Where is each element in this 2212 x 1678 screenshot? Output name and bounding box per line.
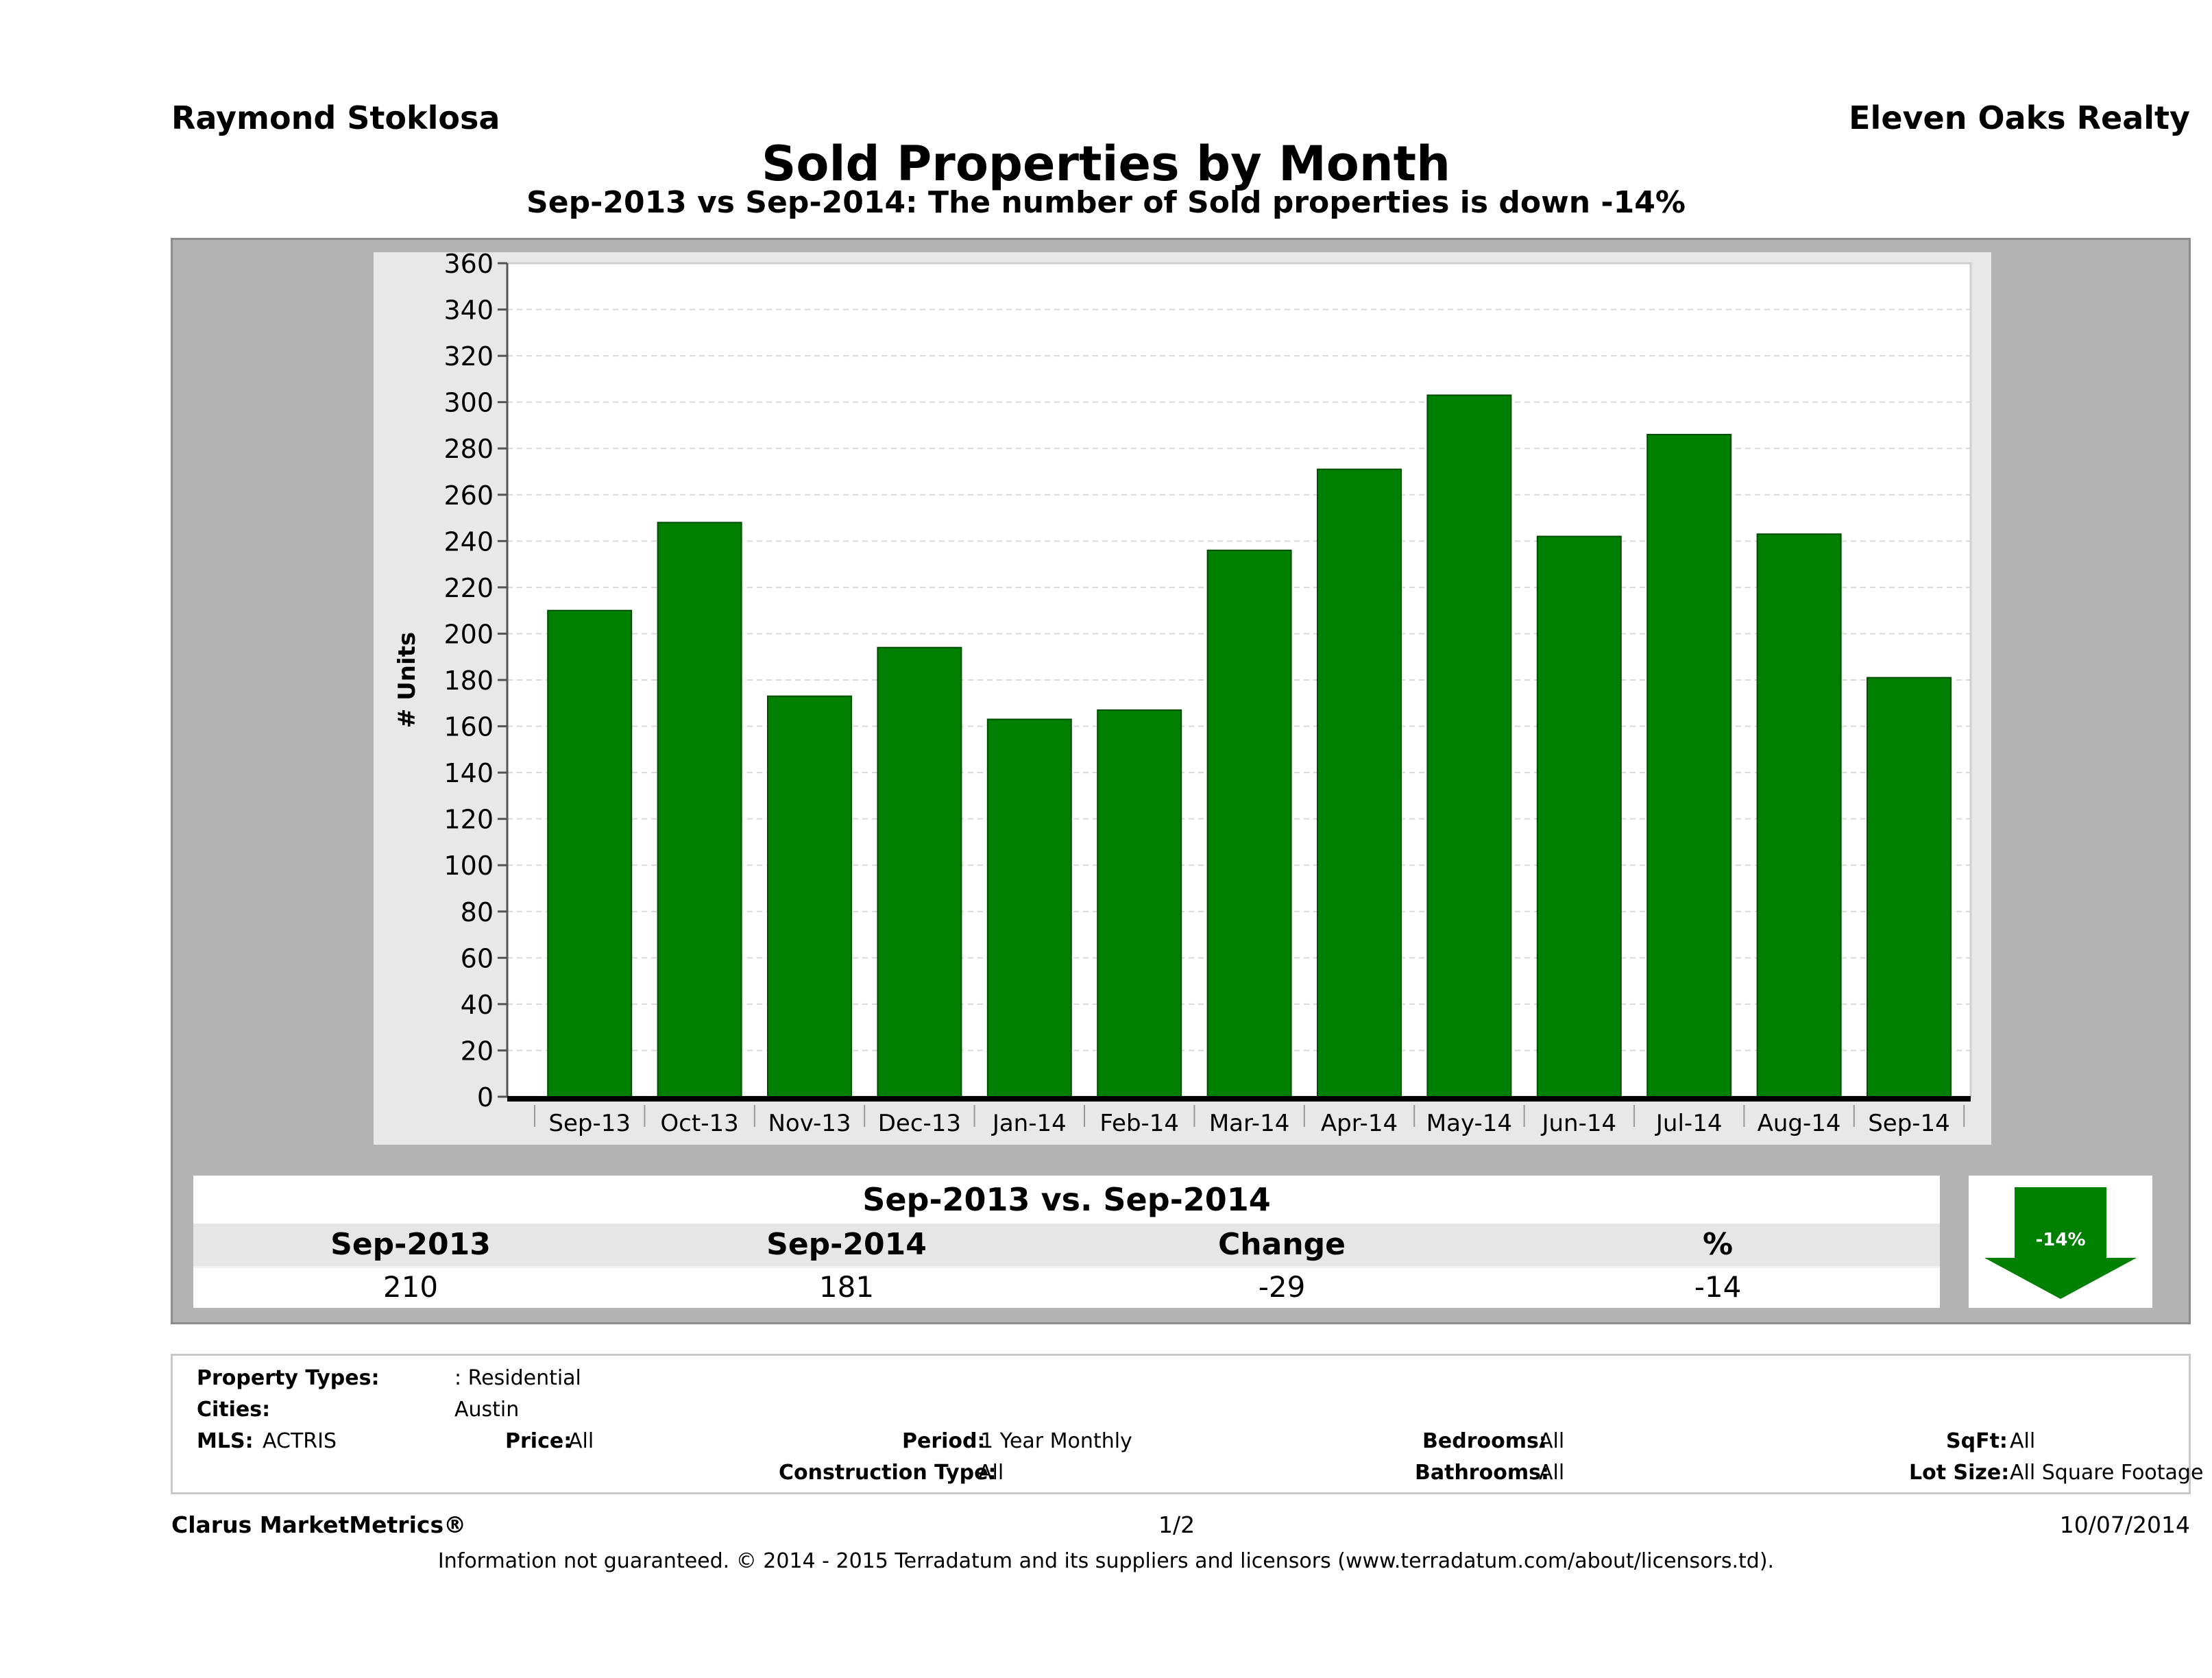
page-number: 1/2 — [1158, 1511, 1195, 1538]
bars — [547, 394, 1952, 1098]
lot-size-value: All Square Footage — [2010, 1461, 2204, 1485]
badge-percent: -14% — [2035, 1230, 2085, 1250]
comparison-value-sep2013: 210 — [382, 1270, 439, 1304]
mls-value: ACTRIS — [263, 1429, 337, 1453]
bar-nov-13 — [767, 695, 852, 1097]
bar-sep-14 — [1867, 677, 1952, 1097]
comparison-label-percent: % — [1702, 1227, 1734, 1262]
x-tick-label: Nov-13 — [768, 1110, 851, 1137]
cities-value: Austin — [454, 1398, 520, 1422]
mls-label: MLS: — [197, 1429, 254, 1453]
construction-type-label: Construction Type: — [779, 1461, 997, 1485]
comparison-value-percent: -14 — [1694, 1270, 1742, 1304]
property-types-value: : Residential — [454, 1366, 581, 1390]
y-tick-label: 40 — [461, 990, 494, 1020]
y-tick-label: 340 — [443, 295, 494, 326]
bar-jun-14 — [1536, 535, 1622, 1098]
bar-jul-14 — [1646, 433, 1732, 1097]
cities-label: Cities: — [197, 1398, 271, 1422]
bathrooms-label: Bathrooms: — [1415, 1461, 1549, 1485]
comparison-value-change: -29 — [1258, 1270, 1306, 1304]
comparison-label-change: Change — [1218, 1227, 1346, 1262]
y-tick-label: 80 — [461, 897, 494, 927]
bar-mar-14 — [1206, 549, 1292, 1098]
x-tick-label: Jul-14 — [1655, 1110, 1723, 1137]
bedrooms-value: All — [1539, 1429, 1565, 1453]
comparison-title: Sep-2013 vs. Sep-2014 — [193, 1176, 1940, 1224]
sqft-value: All — [2010, 1429, 2036, 1453]
y-axis-label: # Units — [393, 632, 421, 728]
broker-name: Eleven Oaks Realty — [1849, 99, 2190, 136]
bar-oct-13 — [657, 522, 742, 1097]
y-tick-label: 160 — [443, 712, 494, 742]
x-tick-label: Jan-14 — [991, 1110, 1067, 1137]
x-tick-label: Sep-13 — [548, 1110, 631, 1137]
comparison-label-row — [193, 1224, 1940, 1266]
x-tick-label: Apr-14 — [1321, 1110, 1398, 1137]
bar-may-14 — [1426, 394, 1512, 1098]
bar-aug-14 — [1756, 533, 1842, 1097]
axes: 0 20 40 60 80 100 120 140 160 180 200 220 240 260 280 3… — [443, 252, 1971, 1137]
construction-type-value: All — [978, 1461, 1004, 1485]
x-tick-label: Feb-14 — [1099, 1110, 1179, 1137]
comparison-label-sep2014: Sep-2014 — [766, 1227, 927, 1262]
filter-box — [171, 1354, 2191, 1494]
lot-size-label: Lot Size: — [1909, 1461, 2010, 1485]
x-tick-label: Oct-13 — [660, 1110, 738, 1137]
down-arrow-icon: -14% — [1984, 1187, 2137, 1299]
y-tick-label: 20 — [461, 1036, 494, 1066]
x-tick-label: Dec-13 — [878, 1110, 961, 1137]
y-tick-label: 140 — [443, 758, 494, 788]
period-label: Period: — [902, 1429, 986, 1453]
y-tick-label: 200 — [443, 619, 494, 649]
x-tick-label: May-14 — [1426, 1110, 1512, 1137]
bar-sep-13 — [547, 609, 633, 1097]
x-tick-label: Mar-14 — [1209, 1110, 1290, 1137]
y-tick-label: 0 — [477, 1082, 494, 1112]
y-tick-label: 300 — [443, 388, 494, 418]
report-date: 10/07/2014 — [2059, 1511, 2190, 1538]
y-tick-label: 240 — [443, 526, 494, 557]
y-tick-label: 320 — [443, 341, 494, 372]
y-tick-label: 220 — [443, 573, 494, 603]
y-tick-label: 280 — [443, 434, 494, 464]
footer-brand: Clarus MarketMetrics® — [171, 1511, 467, 1538]
x-tick-label: Aug-14 — [1758, 1110, 1841, 1137]
bar-chart: 0 20 40 60 80 100 120 140 160 180 200 220 240 260 280 3… — [393, 252, 1972, 1137]
bar-jan-14 — [986, 718, 1072, 1097]
bathrooms-value: All — [1539, 1461, 1565, 1485]
y-tick-label: 60 — [461, 943, 494, 973]
period-value: 1 Year Monthly — [980, 1429, 1132, 1453]
y-tick-label: 360 — [443, 252, 494, 279]
bar-dec-13 — [877, 646, 962, 1097]
comparison-value-sep2014: 181 — [818, 1270, 875, 1304]
property-types-label: Property Types: — [197, 1366, 380, 1390]
agent-name: Raymond Stoklosa — [171, 99, 500, 136]
x-tick-label: Sep-14 — [1868, 1110, 1950, 1137]
bedrooms-label: Bedrooms: — [1422, 1429, 1547, 1453]
x-tick-label: Jun-14 — [1540, 1110, 1616, 1137]
y-tick-label: 180 — [443, 666, 494, 696]
price-label: Price: — [505, 1429, 572, 1453]
bar-feb-14 — [1097, 709, 1182, 1097]
change-badge: -14% — [1969, 1176, 2152, 1308]
sqft-label: SqFt: — [1946, 1429, 2008, 1453]
price-value: All — [568, 1429, 594, 1453]
chart-title: Sold Properties by Month — [762, 136, 1450, 192]
y-tick-label: 120 — [443, 805, 494, 835]
disclaimer: Information not guaranteed. © 2014 - 201… — [437, 1549, 1775, 1573]
y-tick-label: 260 — [443, 481, 494, 511]
chart-subtitle: Sep-2013 vs Sep-2014: The number of Sold… — [526, 185, 1686, 220]
y-tick-label: 100 — [443, 851, 494, 881]
comparison-label-sep2013: Sep-2013 — [330, 1227, 491, 1262]
comparison-value-row — [193, 1268, 1940, 1308]
bar-apr-14 — [1317, 468, 1402, 1098]
